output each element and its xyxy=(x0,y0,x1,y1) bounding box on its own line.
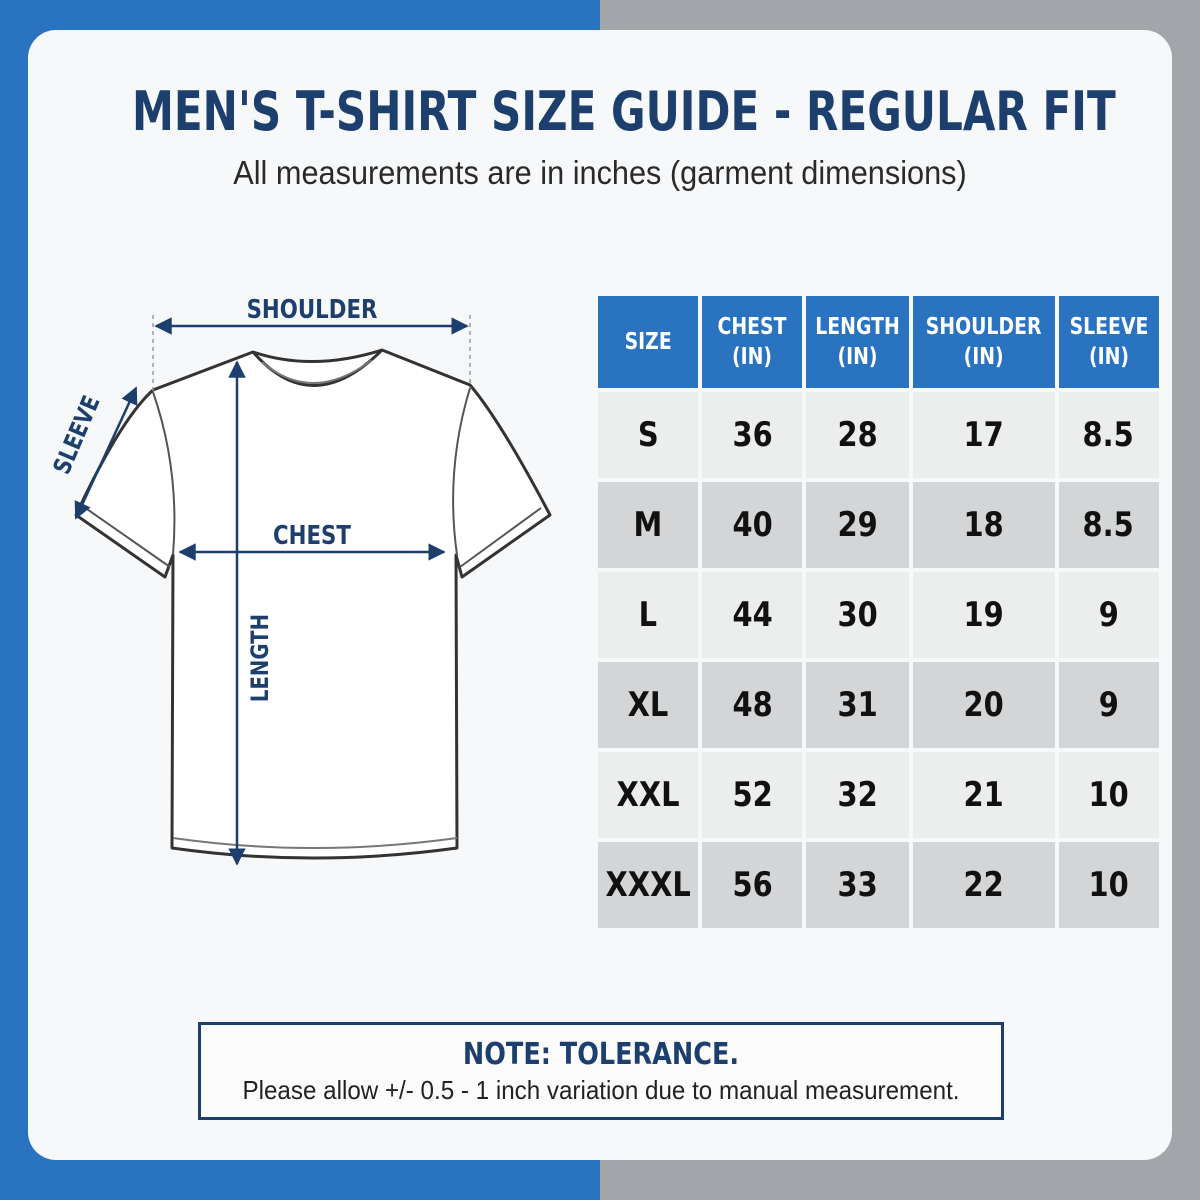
cell-sleeve: 10 xyxy=(1058,752,1159,838)
cell-chest: 44 xyxy=(702,572,803,658)
table-row: S 36 28 17 8.5 xyxy=(598,392,1159,478)
table-row: XXXL 56 33 22 10 xyxy=(598,842,1159,928)
table-row: L 44 30 19 9 xyxy=(598,572,1159,658)
header-length: LENGTH (IN) xyxy=(806,296,910,388)
cell-length: 32 xyxy=(806,752,910,838)
cell-size: S xyxy=(598,392,699,478)
tshirt-outline xyxy=(74,348,552,860)
cell-length: 33 xyxy=(806,842,910,928)
cell-size: L xyxy=(598,572,699,658)
cell-sleeve: 8.5 xyxy=(1058,392,1159,478)
cell-shoulder: 20 xyxy=(913,662,1055,748)
header-sleeve: SLEEVE (IN) xyxy=(1058,296,1159,388)
cell-sleeve: 9 xyxy=(1058,662,1159,748)
cell-sleeve: 9 xyxy=(1058,572,1159,658)
header-size: SIZE xyxy=(598,296,699,388)
table-row: XXL 52 32 21 10 xyxy=(598,752,1159,838)
cell-chest: 48 xyxy=(702,662,803,748)
cell-chest: 36 xyxy=(702,392,803,478)
bottom-hem xyxy=(172,837,458,849)
armhole-seam-left xyxy=(152,391,176,556)
cell-length: 31 xyxy=(806,662,910,748)
size-chart-table: SIZE CHEST (IN) LENGTH (IN) SHOULDER (IN) S… xyxy=(594,292,1163,932)
armhole-seam-right xyxy=(452,387,471,556)
header-chest: CHEST (IN) xyxy=(702,296,803,388)
sleeve-arrow xyxy=(74,386,138,520)
cell-shoulder: 17 xyxy=(913,392,1055,478)
note-body: Please allow +/- 0.5 - 1 inch variation … xyxy=(242,1075,960,1105)
page-title: MEN'S T-SHIRT SIZE GUIDE - REGULAR FIT xyxy=(132,80,1116,143)
cell-chest: 52 xyxy=(702,752,803,838)
length-label: LENGTH xyxy=(247,614,274,702)
cell-length: 30 xyxy=(806,572,910,658)
cell-sleeve: 10 xyxy=(1058,842,1159,928)
cell-sleeve: 8.5 xyxy=(1058,482,1159,568)
cell-size: XXL xyxy=(598,752,699,838)
cell-shoulder: 19 xyxy=(913,572,1055,658)
shoulder-label: SHOULDER xyxy=(247,294,378,325)
table-row: M 40 29 18 8.5 xyxy=(598,482,1159,568)
cell-size: XL xyxy=(598,662,699,748)
cell-size: M xyxy=(598,482,699,568)
cell-shoulder: 18 xyxy=(913,482,1055,568)
cell-shoulder: 21 xyxy=(913,752,1055,838)
cell-length: 29 xyxy=(806,482,910,568)
table-header-row: SIZE CHEST (IN) LENGTH (IN) SHOULDER (IN) S… xyxy=(598,296,1159,388)
chest-label: CHEST xyxy=(273,520,352,551)
page-subtitle: All measurements are in inches (garment … xyxy=(233,154,967,191)
cell-chest: 56 xyxy=(702,842,803,928)
sleeve-hem-right xyxy=(459,507,542,568)
tshirt-collar-inner xyxy=(261,359,373,384)
tolerance-note: NOTE: TOLERANCE. Please allow +/- 0.5 - … xyxy=(198,1022,1004,1120)
cell-size: XXXL xyxy=(598,842,699,928)
cell-shoulder: 22 xyxy=(913,842,1055,928)
note-title: NOTE: TOLERANCE. xyxy=(462,1037,740,1072)
tshirt-diagram: SHOULDER SLEEVE CHEST LENGTH xyxy=(49,294,552,866)
sleeve-label: SLEEVE xyxy=(49,392,106,478)
cell-chest: 40 xyxy=(702,482,803,568)
header-shoulder: SHOULDER (IN) xyxy=(913,296,1055,388)
cell-length: 28 xyxy=(806,392,910,478)
table-row: XL 48 31 20 9 xyxy=(598,662,1159,748)
